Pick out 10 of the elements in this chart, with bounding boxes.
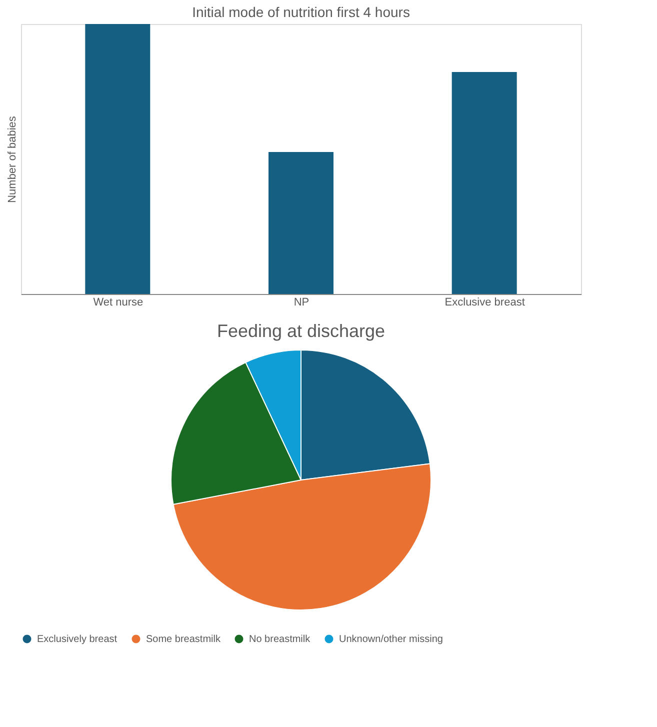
x-tick-label: Exclusive breast [444, 296, 525, 308]
legend-label: Some breastmilk [146, 634, 222, 645]
x-tick-label: NP [294, 296, 310, 308]
legend-label: Unknown/other missing [339, 634, 443, 645]
legend-label: No breastmilk [249, 634, 312, 645]
x-tick-label: Wet nurse [93, 296, 144, 308]
chart-title: Initial mode of nutrition first 4 hours [192, 4, 410, 20]
y-axis-title: Number of babies [6, 116, 18, 203]
chart-title: Feeding at discharge [216, 321, 386, 341]
legend-label: Exclusively breast [37, 634, 118, 645]
